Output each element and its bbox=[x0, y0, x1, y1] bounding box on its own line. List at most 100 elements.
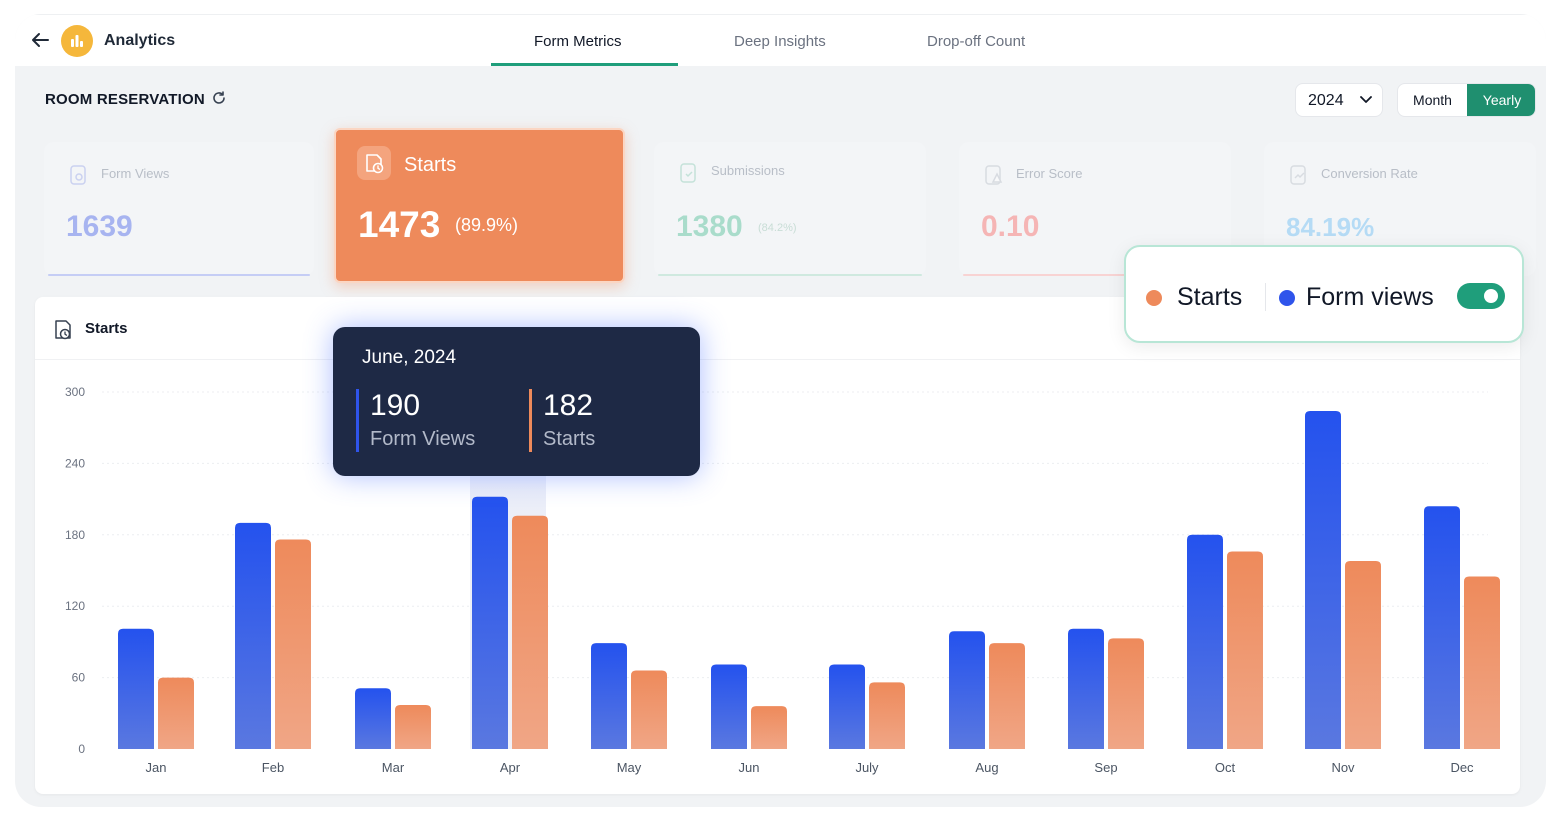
bar-starts[interactable] bbox=[1345, 560, 1381, 749]
bar-form-views[interactable] bbox=[118, 628, 154, 749]
x-tick-label: Dec bbox=[1450, 760, 1474, 775]
card-label: Form Views bbox=[101, 166, 170, 181]
card-label: Conversion Rate bbox=[1321, 166, 1418, 181]
x-tick-label: Apr bbox=[500, 760, 521, 775]
card-value: 84.19% bbox=[1286, 212, 1375, 242]
bar-starts[interactable] bbox=[989, 643, 1025, 749]
year-select[interactable]: 2024 bbox=[1295, 83, 1383, 117]
bar-form-views[interactable] bbox=[355, 688, 391, 749]
bar-starts[interactable] bbox=[512, 515, 548, 749]
bar-starts[interactable] bbox=[869, 682, 905, 749]
back-arrow-icon[interactable] bbox=[29, 29, 51, 51]
starts-icon bbox=[357, 146, 391, 180]
legend-toggle-switch[interactable] bbox=[1457, 283, 1505, 309]
top-bar: Analytics Form Metrics Deep Insights Dro… bbox=[15, 14, 1546, 66]
y-tick-label: 180 bbox=[65, 528, 85, 542]
x-tick-label: July bbox=[855, 760, 879, 775]
x-tick-label: Sep bbox=[1094, 760, 1117, 775]
card-accent-line bbox=[963, 274, 1227, 276]
card-form-views[interactable]: Form Views 1639 bbox=[44, 142, 314, 276]
analytics-logo-icon bbox=[61, 25, 93, 57]
bar-form-views[interactable] bbox=[1424, 506, 1460, 749]
chevron-down-icon bbox=[1360, 96, 1372, 103]
y-tick-label: 60 bbox=[72, 671, 86, 685]
bar-starts[interactable] bbox=[1227, 551, 1263, 749]
bar-starts[interactable] bbox=[1108, 638, 1144, 749]
conversion-rate-icon bbox=[1290, 165, 1306, 185]
card-percentage: (84.2%) bbox=[758, 222, 797, 234]
bar-form-views[interactable] bbox=[591, 643, 627, 749]
bar-form-views[interactable] bbox=[1187, 534, 1223, 749]
bar-starts[interactable] bbox=[395, 704, 431, 749]
card-value: 1380 bbox=[676, 210, 743, 243]
tab-deep-insights[interactable]: Deep Insights bbox=[734, 33, 826, 50]
period-yearly-button[interactable]: Yearly bbox=[1467, 84, 1535, 116]
error-score-icon bbox=[985, 165, 1003, 185]
x-tick-label: Jan bbox=[146, 760, 167, 775]
bar-starts[interactable] bbox=[158, 677, 194, 749]
card-starts[interactable]: Starts 1473 (89.9%) bbox=[334, 128, 625, 283]
card-value: 0.10 bbox=[981, 210, 1040, 243]
app-title: Analytics bbox=[104, 32, 176, 49]
bar-form-views[interactable] bbox=[829, 664, 865, 749]
divider bbox=[35, 359, 1520, 360]
tab-drop-off-count[interactable]: Drop-off Count bbox=[927, 33, 1026, 50]
active-tab-indicator bbox=[491, 63, 678, 66]
x-tick-label: Jun bbox=[739, 760, 760, 775]
form-views-icon bbox=[70, 165, 86, 185]
tooltip-form-views-marker bbox=[356, 389, 359, 452]
card-value: 1473 bbox=[358, 204, 441, 245]
period-toggle: Month Yearly bbox=[1397, 83, 1536, 117]
tooltip-form-views-label: Form Views bbox=[370, 428, 476, 450]
x-tick-label: Nov bbox=[1331, 760, 1355, 775]
card-submissions[interactable]: Submissions 1380 (84.2%) bbox=[654, 142, 926, 276]
y-tick-label: 0 bbox=[78, 742, 85, 756]
bar-form-views[interactable] bbox=[1305, 411, 1341, 749]
x-tick-label: May bbox=[617, 760, 642, 775]
y-tick-label: 300 bbox=[65, 385, 85, 399]
chart-title: Starts bbox=[85, 320, 128, 337]
x-tick-label: Aug bbox=[975, 760, 998, 775]
tooltip-date: June, 2024 bbox=[362, 347, 457, 368]
card-label: Starts bbox=[404, 154, 457, 176]
legend-popover: Starts Form views bbox=[1124, 245, 1524, 343]
card-label: Submissions bbox=[711, 163, 785, 178]
bar-starts[interactable] bbox=[275, 539, 311, 749]
card-value: 1639 bbox=[66, 210, 133, 243]
tooltip-starts-label: Starts bbox=[543, 428, 596, 450]
bar-starts[interactable] bbox=[1464, 576, 1500, 749]
y-tick-label: 120 bbox=[65, 599, 85, 613]
card-accent-line bbox=[658, 274, 922, 276]
bar-form-views[interactable] bbox=[235, 522, 271, 749]
section-title: ROOM RESERVATION bbox=[45, 91, 205, 108]
x-tick-label: Mar bbox=[382, 760, 405, 775]
card-accent-line bbox=[48, 274, 310, 276]
tooltip-starts-value: 182 bbox=[543, 389, 594, 422]
card-percentage: (89.9%) bbox=[455, 215, 519, 235]
legend-dot-form-views bbox=[1279, 290, 1295, 306]
bar-form-views[interactable] bbox=[949, 631, 985, 749]
year-select-value: 2024 bbox=[1308, 92, 1344, 109]
tooltip-form-views-value: 190 bbox=[370, 389, 421, 422]
legend-label-form-views: Form views bbox=[1306, 283, 1434, 311]
y-tick-label: 240 bbox=[65, 456, 85, 470]
tooltip-starts-marker bbox=[529, 389, 532, 452]
x-tick-label: Feb bbox=[262, 760, 284, 775]
period-month-button[interactable]: Month bbox=[1413, 92, 1452, 108]
switch-knob bbox=[1484, 289, 1498, 303]
chart-tooltip: June, 2024 190 Form Views 182 Starts bbox=[333, 327, 700, 476]
legend-label-starts: Starts bbox=[1177, 283, 1243, 311]
bar-form-views[interactable] bbox=[472, 496, 508, 749]
bar-starts[interactable] bbox=[631, 670, 667, 749]
starts-icon bbox=[55, 320, 71, 340]
card-label: Error Score bbox=[1016, 166, 1083, 181]
bar-form-views[interactable] bbox=[1068, 628, 1104, 749]
bar-starts[interactable] bbox=[751, 706, 787, 749]
refresh-icon[interactable] bbox=[211, 90, 227, 106]
tab-form-metrics[interactable]: Form Metrics bbox=[534, 33, 622, 50]
x-tick-label: Oct bbox=[1215, 760, 1236, 775]
bar-form-views[interactable] bbox=[711, 664, 747, 749]
legend-dot-starts bbox=[1146, 290, 1162, 306]
submissions-icon bbox=[680, 163, 696, 183]
